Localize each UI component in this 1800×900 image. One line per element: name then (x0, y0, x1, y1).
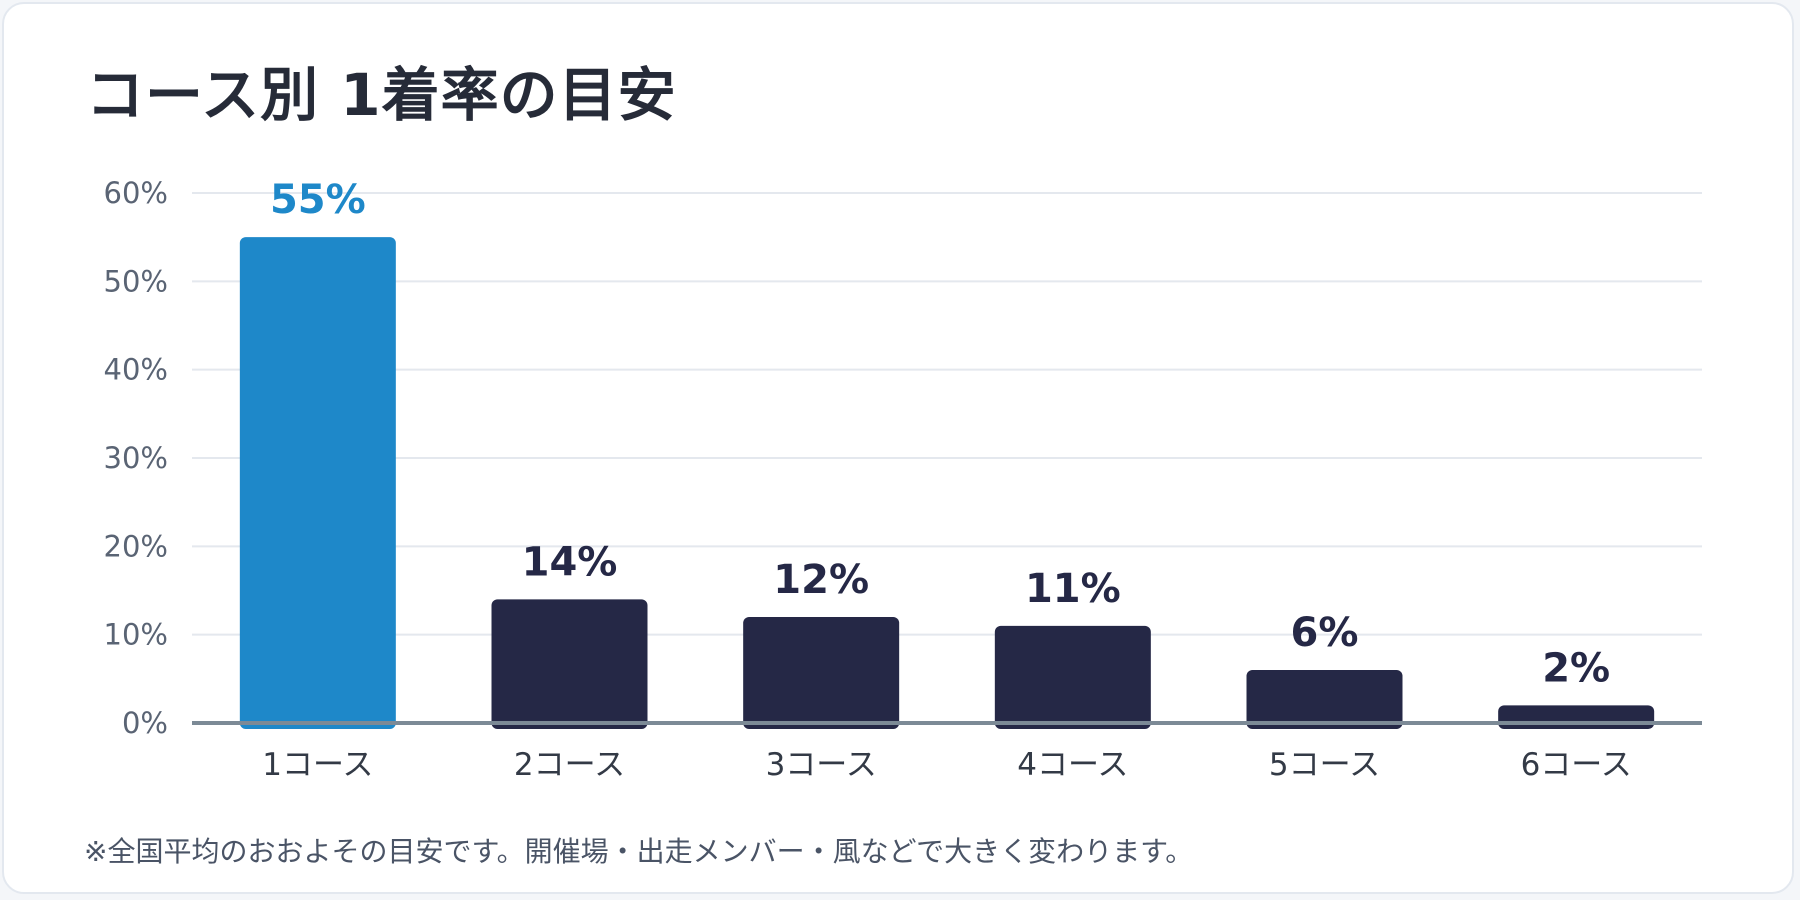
data-label: 11% (1025, 566, 1121, 612)
data-label: 14% (522, 539, 618, 585)
x-tick-label: 6コース (1521, 747, 1632, 783)
y-tick-label: 0% (122, 706, 168, 740)
x-tick-label: 3コース (766, 747, 877, 783)
footnote: ※全国平均のおおよその目安です。開催場・出走メンバー・風などで大きく変わります。 (84, 835, 1194, 868)
y-tick-label: 10% (104, 618, 168, 652)
x-tick-label: 2コース (514, 747, 625, 783)
bar (1246, 670, 1403, 729)
x-tick-label: 1コース (262, 747, 373, 783)
data-label: 55% (270, 177, 366, 223)
data-label: 6% (1291, 610, 1359, 656)
chart-title: コース別 1着率の目安 (86, 61, 677, 129)
bar-chart: 0% 10% 20% 30% 40% 50% 60% 55% 1コース 14% 2コース 12% 3コー… (104, 176, 1702, 783)
y-tick-label: 50% (104, 264, 168, 298)
bar (743, 617, 900, 729)
x-tick-label: 5コース (1269, 747, 1380, 783)
y-tick-label: 30% (104, 441, 168, 475)
data-label: 2% (1542, 645, 1610, 691)
y-tick-label: 20% (104, 529, 168, 563)
bar (239, 237, 396, 729)
bar (491, 599, 648, 729)
y-tick-label: 60% (104, 176, 168, 210)
x-tick-label: 4コース (1017, 747, 1128, 783)
bar (994, 625, 1151, 729)
y-tick-label: 40% (104, 353, 168, 387)
data-label: 12% (773, 557, 869, 603)
bar (1498, 705, 1655, 729)
